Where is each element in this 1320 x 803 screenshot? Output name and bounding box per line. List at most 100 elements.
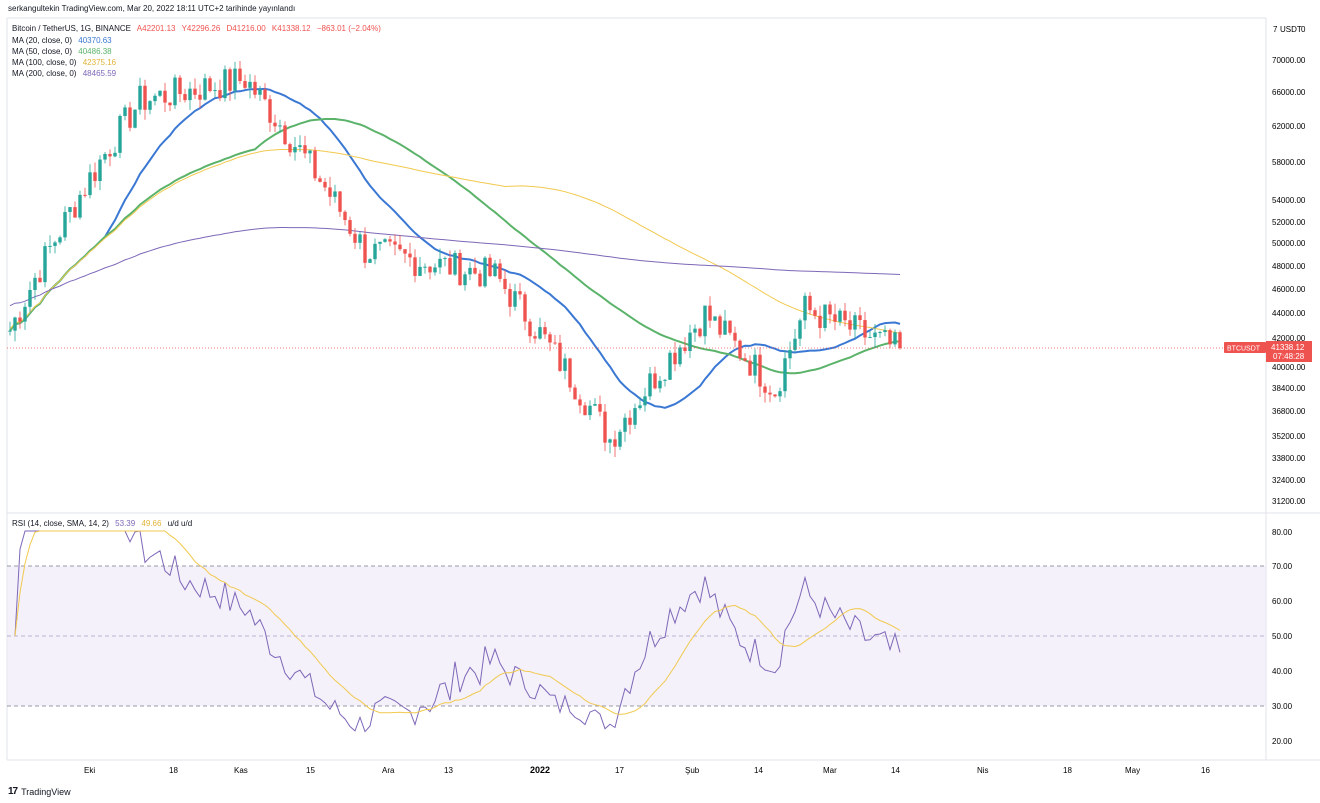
candle[interactable] [418,256,422,277]
candle[interactable] [28,281,32,313]
candlesticks[interactable] [8,60,902,457]
candle[interactable] [148,99,152,115]
candle[interactable] [598,395,602,417]
candle[interactable] [863,311,867,346]
candle[interactable] [823,304,827,332]
candle[interactable] [353,228,357,250]
candle[interactable] [183,88,187,103]
candle[interactable] [528,318,532,343]
candle[interactable] [703,305,707,345]
symbol-legend[interactable]: Bitcoin / TetherUS, 1G, BINANCE A42201.1… [12,24,385,33]
candle[interactable] [118,114,122,159]
candle[interactable] [723,309,727,335]
price-axis[interactable]: 7 USDT 0 70000.00 66000.00 62000.00 5800… [1272,25,1306,506]
candle[interactable] [693,324,697,342]
candle[interactable] [358,232,362,250]
candle[interactable] [883,325,887,337]
candle[interactable] [888,328,892,349]
candle[interactable] [173,74,177,110]
candle[interactable] [23,302,27,330]
candle[interactable] [203,73,207,101]
candle[interactable] [163,82,167,112]
candle[interactable] [68,206,72,223]
candle[interactable] [18,311,22,329]
candle[interactable] [428,266,432,280]
candle[interactable] [273,114,277,133]
candle[interactable] [553,334,557,346]
candle[interactable] [13,316,17,342]
candle[interactable] [208,75,212,93]
candle[interactable] [143,79,147,120]
candle[interactable] [48,235,52,254]
candle[interactable] [233,61,237,100]
ma20-legend[interactable]: MA (20, close, 0) 40370.63 [12,36,116,45]
candle[interactable] [718,314,722,338]
candle[interactable] [398,235,402,252]
candle[interactable] [78,190,82,220]
candle[interactable] [578,394,582,414]
candle[interactable] [788,341,792,369]
candle[interactable] [838,308,842,326]
candle[interactable] [33,272,37,300]
candle[interactable] [248,74,252,99]
candle[interactable] [308,149,312,164]
candle[interactable] [898,330,902,350]
candle[interactable] [133,109,137,129]
candle[interactable] [123,104,127,121]
candle[interactable] [193,78,197,99]
candle[interactable] [878,330,882,338]
rsi-axis[interactable]: 80.00 70.00 60.00 50.00 40.00 30.00 20.0… [1272,528,1293,746]
candle[interactable] [628,410,632,435]
candle[interactable] [53,240,57,254]
rsi-legend[interactable]: RSI (14, close, SMA, 14, 2) 53.39 49.66 … [12,519,196,528]
candle[interactable] [313,146,317,182]
candle[interactable] [43,242,47,288]
candle[interactable] [513,283,517,311]
price-tag[interactable]: BTCUSDT 41338.12 07:48:28 [1224,341,1312,362]
time-axis[interactable]: Eki 18 Kas 15 Ara 13 2022 17 Şub 14 Mar … [84,765,1210,775]
candle[interactable] [688,324,692,358]
candle[interactable] [708,296,712,328]
candle[interactable] [168,102,172,112]
candle[interactable] [828,301,832,324]
candle[interactable] [843,303,847,327]
candle[interactable] [658,375,662,393]
candle[interactable] [158,90,162,98]
candle[interactable] [608,438,612,454]
candle[interactable] [108,149,112,167]
candle[interactable] [128,101,132,132]
candle[interactable] [758,347,762,398]
candle[interactable] [103,152,107,164]
candle[interactable] [228,67,232,101]
candle[interactable] [293,137,297,161]
candle[interactable] [563,353,567,380]
candle[interactable] [253,75,257,99]
candle[interactable] [568,357,572,392]
candle[interactable] [833,303,837,331]
candle[interactable] [363,227,367,269]
candle[interactable] [458,249,462,286]
candle[interactable] [508,283,512,317]
footer[interactable]: 17 TradingView [8,786,71,797]
candle[interactable] [213,82,217,98]
candle[interactable] [453,250,457,276]
candle[interactable] [668,350,672,380]
candle[interactable] [728,320,732,336]
candle[interactable] [343,210,347,226]
candle[interactable] [588,400,592,421]
candle[interactable] [218,79,222,102]
candle[interactable] [748,355,752,376]
candle[interactable] [743,353,747,362]
candle[interactable] [813,307,817,320]
candle[interactable] [593,398,597,406]
candle[interactable] [323,178,327,192]
candle[interactable] [433,263,437,276]
candle[interactable] [113,146,117,158]
candle[interactable] [493,259,497,278]
candle[interactable] [793,329,797,353]
candle[interactable] [503,270,507,295]
candle[interactable] [318,175,322,183]
ma50-legend[interactable]: MA (50, close, 0) 40486.38 [12,47,116,56]
candle[interactable] [263,83,267,101]
